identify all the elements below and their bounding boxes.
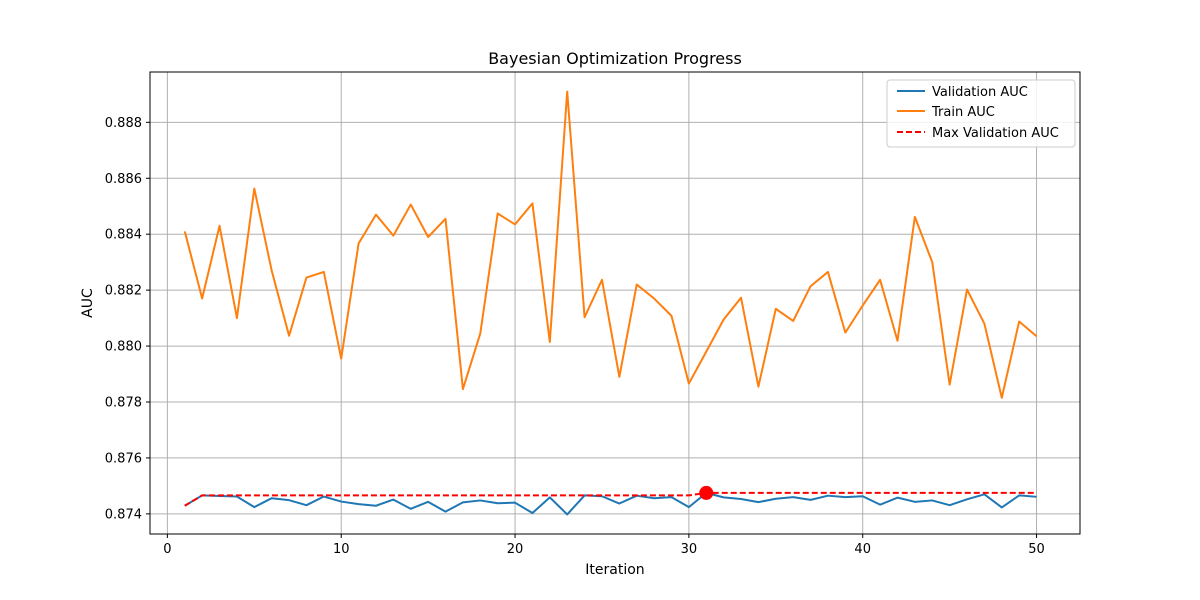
legend-box xyxy=(886,79,1076,148)
axes: 0 10 20 30 40 50 0.874 0.876 0.878 0.880 0.882 0.88… xyxy=(105,116,1045,557)
y-tick-label: 0.882 xyxy=(105,284,142,299)
chart-title: Bayesian Optimization Progress xyxy=(488,49,742,68)
grid xyxy=(150,72,1080,534)
x-tick-label: 0 xyxy=(163,542,171,557)
legend-label-max-validation-auc: Max Validation AUC xyxy=(932,126,1059,141)
y-tick-label: 0.884 xyxy=(105,228,142,243)
legend: Validation AUC Train AUC Max Validation … xyxy=(886,79,1076,148)
series-validation-auc xyxy=(184,491,1037,516)
x-tick-label: 30 xyxy=(681,542,698,557)
y-tick-label: 0.886 xyxy=(105,172,142,187)
y-tick-label: 0.876 xyxy=(105,451,142,466)
plot-frame xyxy=(149,71,1081,535)
y-axis-label: AUC xyxy=(80,288,96,318)
y-tick-label: 0.874 xyxy=(105,507,142,522)
legend-label-validation-auc: Validation AUC xyxy=(932,85,1028,100)
best-point-marker xyxy=(699,485,714,500)
x-tick-label: 10 xyxy=(333,542,350,557)
x-tick-label: 40 xyxy=(854,542,871,557)
y-tick-label: 0.880 xyxy=(105,340,142,355)
y-tick-label: 0.888 xyxy=(105,116,142,131)
series-max-validation-auc xyxy=(184,491,1037,507)
x-tick-label: 20 xyxy=(507,542,524,557)
x-axis-label: Iteration xyxy=(585,562,644,578)
legend-label-train-auc: Train AUC xyxy=(931,105,995,120)
series-train-auc xyxy=(183,90,1038,399)
x-tick-label: 50 xyxy=(1028,542,1045,557)
y-tick-label: 0.878 xyxy=(105,396,142,411)
series-layer xyxy=(183,90,1038,516)
